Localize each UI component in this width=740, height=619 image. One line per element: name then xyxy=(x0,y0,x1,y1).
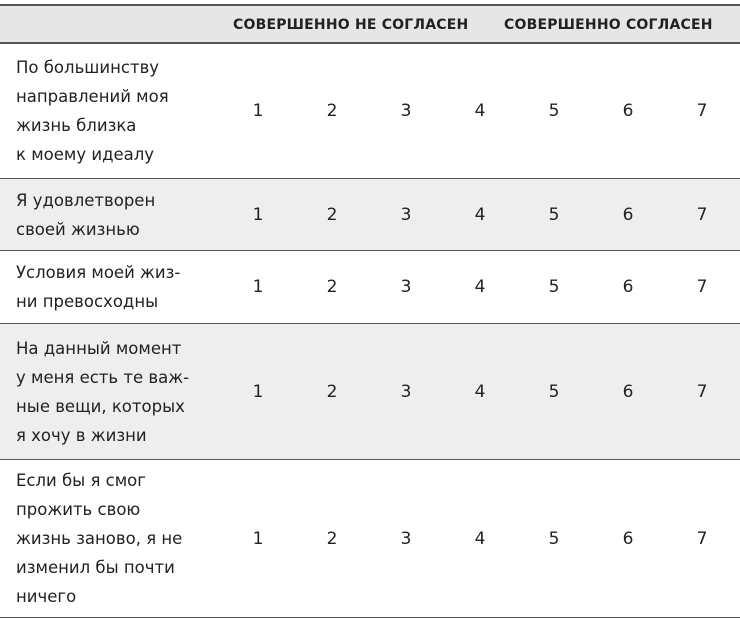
statement-line: изменил бы почти xyxy=(16,558,175,577)
scale-option: 4 xyxy=(474,277,486,297)
statement-line: у меня есть те важ- xyxy=(16,367,190,387)
scale-option: 7 xyxy=(696,101,708,121)
scale-option: 6 xyxy=(622,528,634,549)
scale-option: 1 xyxy=(252,277,264,297)
statement-line: На данный момент xyxy=(16,338,182,358)
scale-option: 2 xyxy=(326,528,338,549)
scale-option: 7 xyxy=(696,204,708,225)
statement-line: направлений моя xyxy=(16,87,169,106)
statement-label: Если бы я смог прожить свою жизнь заново, … xyxy=(0,466,221,611)
statement-line: я хочу в жизни xyxy=(16,425,147,445)
statement-line: жизнь заново, я не xyxy=(16,529,183,548)
table-row: Условия моей жиз-ни превосходны 1 2 3 4 5 6 7 xyxy=(0,251,740,324)
statement-label: Условия моей жиз-ни превосходны xyxy=(0,258,221,316)
scale-option: 2 xyxy=(326,277,338,297)
table-row: На данный момент у меня есть те важ-ные в… xyxy=(0,324,740,460)
table-header: СОВЕРШЕННО НЕ СОГЛАСЕН СОВЕРШЕННО СОГЛАС… xyxy=(0,4,740,44)
table-row: Если бы я смог прожить свою жизнь заново, … xyxy=(0,460,740,618)
scale-option: 4 xyxy=(474,528,486,549)
table-row: По большинству направлений моя жизнь близк… xyxy=(0,44,740,179)
statement-line: Условия моей жиз- xyxy=(16,263,181,282)
scale-option: 2 xyxy=(326,101,338,121)
scale-option: 7 xyxy=(696,381,708,402)
scale-option: 3 xyxy=(400,204,412,225)
header-strongly-agree: СОВЕРШЕННО СОГЛАСЕН xyxy=(504,17,713,33)
scale-option: 3 xyxy=(400,101,412,121)
scale-option: 4 xyxy=(474,101,486,121)
statement-line: Я удовлетворен xyxy=(16,190,156,210)
scale-option: 6 xyxy=(622,381,634,402)
statement-line: ничего xyxy=(16,587,77,606)
scale-option: 5 xyxy=(548,204,560,225)
scale-option: 1 xyxy=(252,381,264,402)
scale-option: 2 xyxy=(326,381,338,402)
scale-option: 7 xyxy=(696,528,708,549)
statement-label: Я удовлетворен своей жизнью xyxy=(0,186,221,244)
scale-option: 6 xyxy=(622,101,634,121)
statement-line: своей жизнью xyxy=(16,219,140,239)
scale-option: 7 xyxy=(696,277,708,297)
statement-line: По большинству xyxy=(16,58,160,77)
scale-option: 4 xyxy=(474,204,486,225)
scale-option: 1 xyxy=(252,204,264,225)
scale-option: 4 xyxy=(474,381,486,402)
scale-option: 5 xyxy=(548,381,560,402)
statement-line: жизнь близка xyxy=(16,116,137,135)
scale-option: 5 xyxy=(548,277,560,297)
header-strongly-disagree: СОВЕРШЕННО НЕ СОГЛАСЕН xyxy=(233,17,469,33)
scale-option: 3 xyxy=(400,277,412,297)
table-row: Я удовлетворен своей жизнью 1 2 3 4 5 6 7 xyxy=(0,179,740,251)
scale-option: 2 xyxy=(326,204,338,225)
statement-line: ные вещи, которых xyxy=(16,396,185,416)
scale-option: 5 xyxy=(548,528,560,549)
statement-label: На данный момент у меня есть те важ-ные в… xyxy=(0,334,221,450)
statement-label: По большинству направлений моя жизнь близк… xyxy=(0,53,221,169)
scale-option: 6 xyxy=(622,277,634,297)
scale-option: 5 xyxy=(548,101,560,121)
statement-line: прожить свою xyxy=(16,500,141,519)
statement-line: к моему идеалу xyxy=(16,145,155,164)
scale-option: 3 xyxy=(400,381,412,402)
statement-line: Если бы я смог xyxy=(16,471,146,490)
scale-option: 3 xyxy=(400,528,412,549)
scale-option: 1 xyxy=(252,528,264,549)
statement-line: ни превосходны xyxy=(16,292,159,311)
life-satisfaction-table: СОВЕРШЕННО НЕ СОГЛАСЕН СОВЕРШЕННО СОГЛАС… xyxy=(0,4,740,618)
scale-option: 6 xyxy=(622,204,634,225)
scale-option: 1 xyxy=(252,101,264,121)
